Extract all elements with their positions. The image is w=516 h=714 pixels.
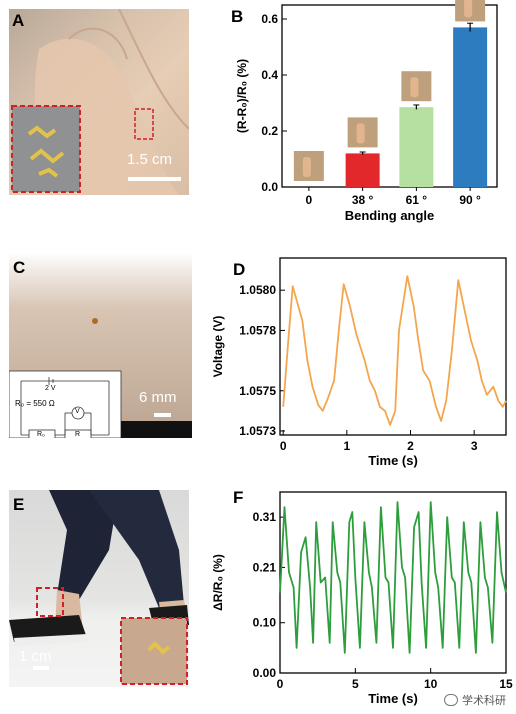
- arm-illustration: [9, 318, 192, 438]
- x-tick-label: 0: [280, 439, 287, 453]
- watermark: 学术科研: [444, 692, 506, 708]
- scale-label-e: 1 cm: [19, 648, 52, 665]
- scale-label-c: 6 mm: [139, 389, 177, 406]
- sensor-inset: [11, 105, 81, 193]
- y-tick-label: 1.0580: [239, 283, 276, 297]
- finger-shape: [356, 123, 365, 144]
- photo-e: E 1 cm: [9, 490, 189, 687]
- y-axis-label: Voltage (V): [211, 316, 225, 378]
- y-tick-label: 0.2: [261, 124, 278, 138]
- x-axis-label: Time (s): [368, 691, 418, 706]
- x-tick-label: 0: [306, 193, 313, 207]
- x-axis-label: Time (s): [368, 453, 418, 468]
- y-tick-label: 0.31: [253, 510, 277, 524]
- watermark-text: 学术科研: [462, 694, 506, 707]
- photo-a: A 1.5 cm: [9, 9, 189, 195]
- finger-shape: [302, 157, 311, 177]
- y-tick-label: 0.10: [253, 616, 277, 630]
- sensor-highlight-box: [134, 108, 154, 140]
- photo-c: C 2 V R₀ = 550 Ω V R₀ R 6 mm: [9, 253, 192, 438]
- y-tick-label: 1.0573: [239, 424, 276, 438]
- x-tick-label: 0: [277, 677, 284, 691]
- x-tick-label: 1: [344, 439, 351, 453]
- x-tick-label: 10: [424, 677, 438, 691]
- panel-letter-c: C: [13, 258, 26, 277]
- circuit-meter-label: V: [75, 408, 80, 415]
- series-line: [279, 501, 507, 654]
- panel-letter-f: F: [233, 488, 244, 507]
- finger-shape: [464, 0, 473, 18]
- hand-illustration: [11, 9, 189, 195]
- plot-frame: [281, 4, 498, 188]
- y-axis-label: (R-R₀)/R₀ (%): [235, 59, 249, 133]
- y-tick-label: 1.0575: [239, 384, 276, 398]
- circuit-box-r0-label: R₀: [37, 431, 45, 438]
- circuit-r0-value: R₀ = 550 Ω: [15, 399, 55, 408]
- wechat-icon: [444, 694, 458, 706]
- x-tick-label: 15: [499, 677, 513, 691]
- panel-letter-b: B: [231, 7, 244, 26]
- y-tick-label: 0.00: [253, 666, 277, 680]
- sensor-inset-e: [120, 617, 188, 685]
- finger-shape: [410, 77, 419, 98]
- x-tick-label: 5: [352, 677, 359, 691]
- sensor-highlight-box-e: [36, 587, 64, 617]
- panel-b: B 0.0 0.2 0.4 0.6 0 38 ° 61 ° 90 ° Bending angle…: [229, 0, 516, 230]
- scale-label-a: 1.5 cm: [127, 151, 173, 168]
- x-tick-label: 38 °: [352, 193, 374, 207]
- y-axis-label: ΔR/R₀ (%): [211, 554, 225, 611]
- y-tick-label: 0.6: [261, 12, 278, 26]
- legs-illustration: [9, 490, 189, 685]
- x-tick-label: 3: [471, 439, 478, 453]
- bar-chart-b: 0.0 0.2 0.4 0.6 0 38 ° 61 ° 90 ° Bending angle (R…: [235, 0, 498, 223]
- circuit-voltage: 2 V: [45, 385, 56, 392]
- panel-d: D 0 1 2 3 1.0573 1.0575 1.0578 1.0580 Time (s) Vo…: [200, 250, 516, 480]
- panel-f: F 0 5 10 15 0.00 0.10 0.21 0.31 Time (s) ΔR/R₀ (%…: [200, 480, 516, 714]
- panel-letter-d: D: [233, 260, 246, 279]
- x-tick-label: 90 °: [459, 193, 481, 207]
- line-chart-f: 0 5 10 15 0.00 0.10 0.21 0.31 Time (s) ΔR/R₀ (%): [211, 491, 513, 706]
- y-tick-label: 0.21: [253, 560, 277, 574]
- bar: [453, 27, 488, 188]
- x-tick-label: 2: [407, 439, 414, 453]
- panel-letter-a: A: [12, 11, 25, 30]
- y-tick-label: 1.0578: [239, 323, 276, 337]
- line-chart-d: 0 1 2 3 1.0573 1.0575 1.0578 1.0580 Time (s) Volt…: [211, 257, 507, 468]
- x-tick-label: 61 °: [406, 193, 428, 207]
- series-line: [282, 275, 507, 426]
- panel-letter-e: E: [13, 495, 25, 514]
- bar: [399, 107, 434, 187]
- y-tick-label: 0.4: [261, 68, 278, 82]
- sensor-dot: [92, 318, 98, 324]
- plot-frame: [279, 257, 507, 436]
- y-tick-label: 0.0: [261, 180, 278, 194]
- bar: [345, 153, 380, 187]
- x-axis-label: Bending angle: [345, 208, 435, 223]
- circuit-box-r-label: R: [75, 431, 81, 438]
